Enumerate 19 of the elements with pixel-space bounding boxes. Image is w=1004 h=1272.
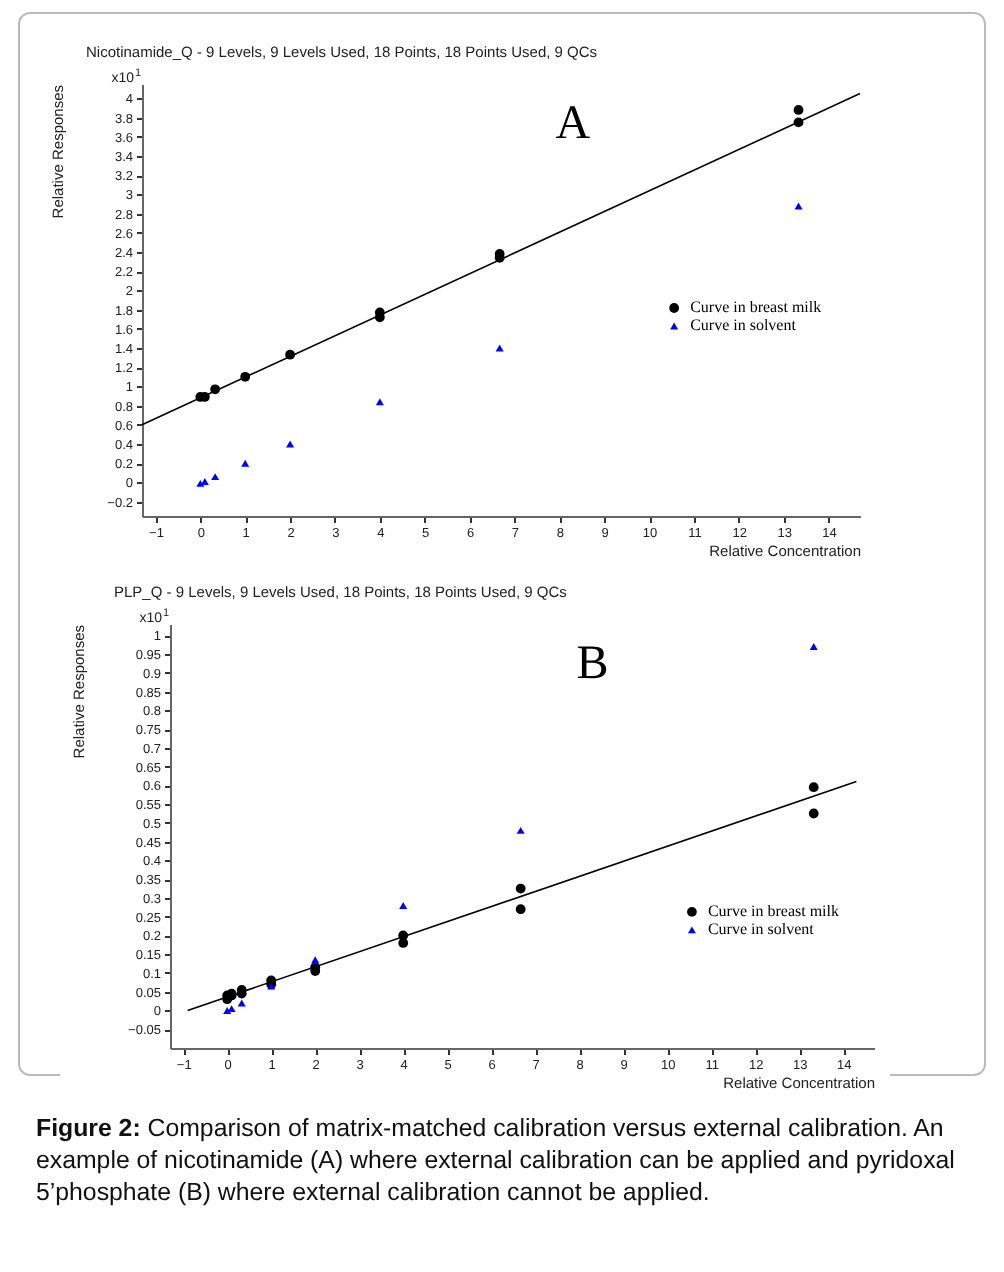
point	[399, 901, 408, 909]
point	[809, 643, 818, 650]
annotation: A	[555, 98, 592, 150]
annotation: B	[576, 638, 609, 690]
point	[793, 105, 804, 115]
caption: Figure 2: Comparison of matrix-matched calibration versus external calibration. An example of nicotinamide (A) where external calibration can be applied and pyridoxal 5’phosphate (B) where external calibration cannot be applied.	[36, 1114, 955, 1206]
point	[808, 808, 819, 819]
point	[515, 883, 526, 894]
point	[808, 782, 819, 793]
point	[375, 398, 384, 406]
point	[196, 479, 205, 487]
legend-label: Curve in breast milk	[707, 901, 840, 920]
point	[211, 473, 220, 481]
point	[241, 459, 250, 467]
point	[515, 904, 526, 915]
legend-label: Curve in breast milk	[690, 298, 822, 316]
legend-label: Curve in solvent	[707, 919, 816, 938]
point	[516, 826, 525, 834]
legend-label: Curve in solvent	[690, 316, 798, 334]
